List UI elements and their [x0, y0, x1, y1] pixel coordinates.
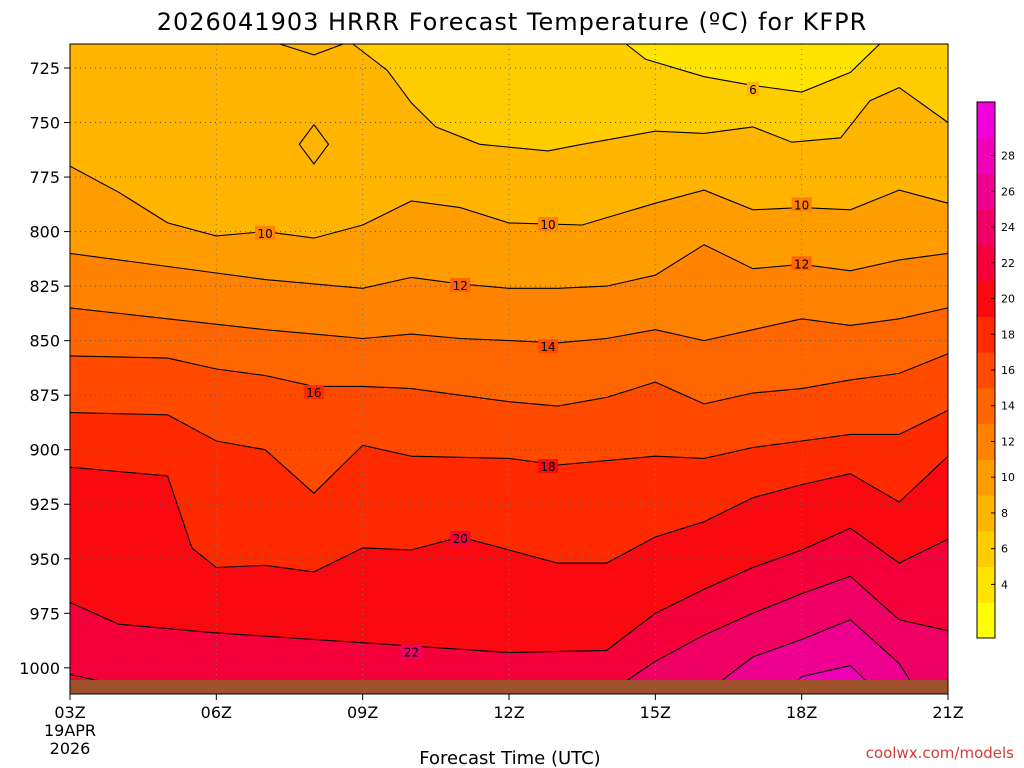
- contour-label: 10: [794, 198, 809, 212]
- x-start-day: 19APR: [44, 721, 96, 740]
- colorbar-swatch: [977, 352, 995, 389]
- contour-line: [69, 455, 949, 573]
- contour-label-bg: [303, 384, 324, 399]
- colorbar-tick-label: 6: [1001, 543, 1008, 556]
- y-tick-label: 975: [29, 604, 60, 623]
- colorbar-swatch: [977, 495, 995, 532]
- contour-label-bg: [791, 197, 812, 212]
- contour-label: 18: [540, 460, 555, 474]
- contour-line: [69, 527, 949, 654]
- colorbar-swatch: [977, 244, 995, 282]
- contour-label-bg: [538, 217, 559, 232]
- x-axis-ticks: 03Z 06Z 09Z 12Z 15Z 18Z 21Z: [54, 694, 964, 722]
- contour-label: 6: [749, 83, 757, 97]
- contour-label-bg: [450, 531, 471, 546]
- colorbar-swatch: [977, 387, 995, 425]
- contour-label-bg: [450, 278, 471, 293]
- y-tick-label: 775: [29, 168, 60, 187]
- y-tick-label: 800: [29, 223, 60, 242]
- colorbar-swatch: [977, 566, 995, 603]
- contour-line: [279, 43, 344, 56]
- credit-text: coolwx.com/models: [866, 744, 1014, 762]
- temperature-fill-bands: [70, 44, 948, 695]
- colorbar-swatch: [977, 316, 995, 353]
- colorbar-tick-label: 16: [1001, 364, 1015, 377]
- x-start-year: 2026: [50, 739, 91, 758]
- contour-label: 20: [453, 532, 468, 546]
- contour-line: [69, 409, 949, 495]
- ground-strip: [70, 680, 948, 694]
- y-tick-label: 850: [29, 332, 60, 351]
- colorbar-tick-label: 20: [1001, 293, 1015, 306]
- colorbar-tick-label: 28: [1001, 150, 1015, 163]
- colorbar-tick-label: 18: [1001, 328, 1015, 341]
- band-fill: [626, 44, 880, 92]
- colorbar-swatch: [977, 102, 995, 139]
- colorbar-tick-label: 22: [1001, 257, 1015, 270]
- colorbar-swatch: [977, 602, 995, 639]
- x-tick-label: 18Z: [786, 703, 817, 722]
- colorbar-swatch: [977, 530, 995, 568]
- contour-labels: 6 10 10 10 12 12 14 16 18 20 22: [255, 81, 812, 660]
- contour-line: [352, 43, 949, 152]
- colorbar-tick-label: 12: [1001, 435, 1015, 448]
- colorbar-swatch: [977, 280, 995, 317]
- colorbar-tick-label: 4: [1001, 578, 1008, 591]
- colorbar: 4 6 8 10 12 14 16 18 20 22 24 26 28: [976, 101, 1015, 639]
- y-tick-label: 725: [29, 59, 60, 78]
- x-tick-label: 06Z: [201, 703, 232, 722]
- contour-label-bg: [538, 339, 559, 354]
- contour-line: [606, 575, 949, 695]
- x-tick-label: 12Z: [493, 703, 524, 722]
- contour-line: [298, 124, 330, 165]
- y-tick-label: 950: [29, 550, 60, 569]
- y-tick-label: 750: [29, 114, 60, 133]
- colorbar-tick-label: 10: [1001, 471, 1015, 484]
- y-tick-label: 825: [29, 277, 60, 296]
- chart-title: 2026041903 HRRR Forecast Temperature (ºC…: [157, 8, 868, 36]
- colorbar-tick-label: 26: [1001, 185, 1015, 198]
- y-axis-ticks: 725 750 775 800 825 850 875 900 925 950 975 1000: [19, 59, 70, 678]
- contour-label: 10: [257, 227, 272, 241]
- y-tick-label: 1000: [19, 659, 60, 678]
- y-tick-label: 875: [29, 386, 60, 405]
- colorbar-swatch: [977, 209, 995, 246]
- contour-label-bg: [538, 459, 559, 474]
- contour-label: 14: [540, 340, 555, 354]
- contour-label: 10: [540, 218, 555, 232]
- colorbar-tick-label: 8: [1001, 507, 1008, 520]
- colorbar-tick-label: 14: [1001, 400, 1015, 413]
- colorbar-swatch: [977, 459, 995, 496]
- colorbar-swatch: [977, 423, 995, 460]
- contour-label-bg: [401, 644, 422, 659]
- colorbar-tick-label: 24: [1001, 221, 1015, 234]
- colorbar-swatch: [977, 137, 995, 174]
- contour-label: 12: [794, 257, 809, 271]
- contour-label: 22: [404, 646, 419, 660]
- x-axis-label: Forecast Time (UTC): [419, 748, 600, 768]
- band-fill: [704, 619, 919, 694]
- contour-label-bg: [791, 256, 812, 271]
- contour-label: 12: [453, 279, 468, 293]
- contour-label-bg: [746, 81, 759, 96]
- contour-line: [703, 619, 920, 695]
- x-tick-label: 21Z: [932, 703, 963, 722]
- x-tick-label: 15Z: [640, 703, 671, 722]
- colorbar-swatch: [977, 173, 995, 210]
- x-tick-label: 09Z: [347, 703, 378, 722]
- y-tick-label: 925: [29, 495, 60, 514]
- y-tick-label: 900: [29, 441, 60, 460]
- x-tick-label: 03Z: [54, 703, 85, 722]
- contour-line: [69, 353, 949, 407]
- contour-label-bg: [255, 225, 276, 240]
- contour-label: 16: [306, 386, 321, 400]
